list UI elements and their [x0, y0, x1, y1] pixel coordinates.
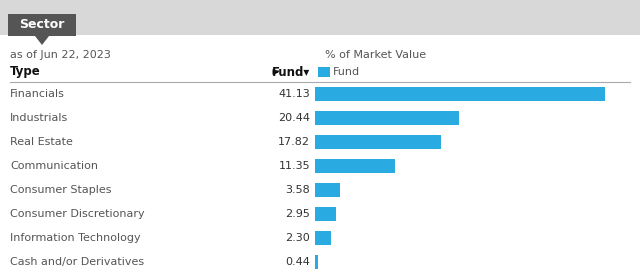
Text: Consumer Staples: Consumer Staples — [10, 185, 111, 195]
FancyBboxPatch shape — [315, 231, 332, 245]
FancyBboxPatch shape — [318, 67, 330, 77]
Text: Type: Type — [10, 66, 41, 79]
Text: Information Technology: Information Technology — [10, 233, 141, 243]
Polygon shape — [35, 36, 49, 45]
Text: Industrials: Industrials — [10, 113, 68, 123]
FancyBboxPatch shape — [315, 207, 336, 221]
Text: 3.58: 3.58 — [285, 185, 310, 195]
FancyBboxPatch shape — [315, 255, 318, 269]
FancyBboxPatch shape — [315, 135, 440, 149]
FancyBboxPatch shape — [315, 183, 340, 197]
Text: Real Estate: Real Estate — [10, 137, 73, 147]
FancyBboxPatch shape — [315, 111, 459, 125]
FancyBboxPatch shape — [8, 14, 76, 36]
Text: 0.44: 0.44 — [285, 257, 310, 267]
Text: Fund: Fund — [333, 67, 360, 77]
Text: 20.44: 20.44 — [278, 113, 310, 123]
Text: 41.13: 41.13 — [278, 89, 310, 99]
Text: as of Jun 22, 2023: as of Jun 22, 2023 — [10, 50, 111, 60]
Text: % of Market Value: % of Market Value — [325, 50, 426, 60]
Text: Fund▾: Fund▾ — [272, 66, 310, 79]
Text: Sector: Sector — [19, 19, 65, 31]
Text: 2.95: 2.95 — [285, 209, 310, 219]
Text: 17.82: 17.82 — [278, 137, 310, 147]
FancyBboxPatch shape — [315, 87, 605, 101]
Text: Consumer Discretionary: Consumer Discretionary — [10, 209, 145, 219]
Text: Cash and/or Derivatives: Cash and/or Derivatives — [10, 257, 144, 267]
Text: 2.30: 2.30 — [285, 233, 310, 243]
Text: 11.35: 11.35 — [278, 161, 310, 171]
Text: Communication: Communication — [10, 161, 98, 171]
Text: Financials: Financials — [10, 89, 65, 99]
FancyBboxPatch shape — [315, 159, 395, 173]
